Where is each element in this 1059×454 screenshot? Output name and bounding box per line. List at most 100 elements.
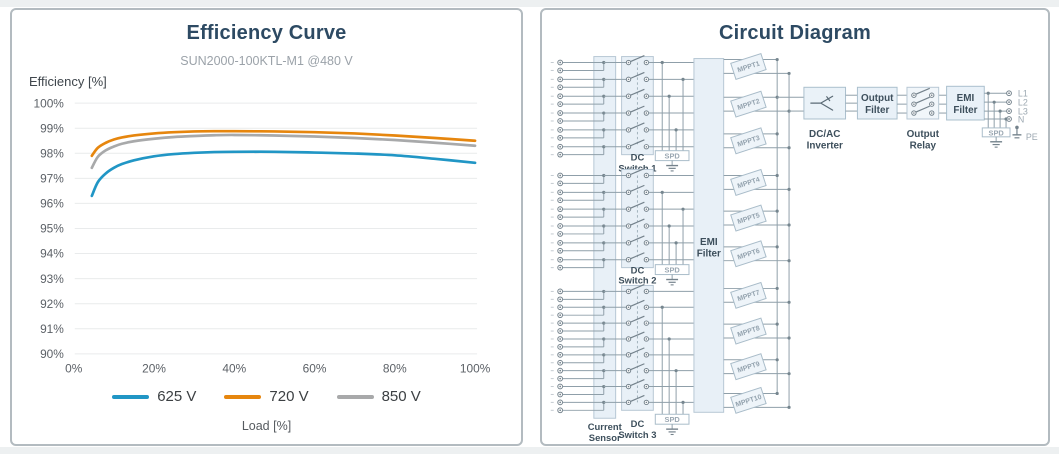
mppt-shape: MPPT1: [730, 52, 767, 81]
spd-device: SPD: [654, 150, 690, 172]
gridlines: [74, 102, 478, 355]
junction-dot: [667, 94, 671, 98]
junction-dot: [775, 209, 779, 213]
switch-contact: [625, 55, 650, 66]
switch-blade: [630, 71, 645, 79]
switch-contact: [625, 71, 650, 83]
switch-contact: [625, 252, 650, 263]
input-terminal: [1006, 116, 1012, 122]
junction-dot: [992, 100, 996, 104]
mppt-label: MPPT8: [737, 325, 761, 339]
junction-dot: [787, 187, 791, 191]
spd-label: SPD: [664, 415, 680, 424]
input-terminal: [557, 59, 564, 66]
mppt-6: MPPT6: [723, 240, 791, 268]
mppt-9: MPPT9: [723, 353, 791, 381]
switch-blade: [630, 105, 645, 113]
dc-switch-label: DC: [631, 152, 645, 163]
ac-spd: SPD: [981, 127, 1011, 148]
input-terminal: [557, 101, 564, 108]
junction-dot: [775, 391, 779, 396]
junction-dot: [787, 146, 791, 150]
switch-blade: [630, 379, 645, 387]
switch-blade: [630, 252, 645, 260]
input-terminal: [557, 214, 564, 220]
mppt-4: MPPT4: [723, 168, 791, 196]
series-850V: [90, 133, 477, 170]
mppt-label: MPPT10: [735, 394, 763, 409]
input-terminal: [557, 93, 564, 100]
junction-dot: [602, 224, 606, 228]
switch-contact: [625, 201, 650, 212]
junction-dot: [787, 372, 791, 376]
switch-blade: [630, 201, 645, 209]
switch-contact: [625, 139, 650, 150]
switch-contact: [911, 105, 935, 116]
mppt-label: MPPT1: [737, 60, 761, 74]
mppt-label: MPPT3: [737, 135, 761, 149]
input-terminal: [557, 391, 564, 398]
y-tick-label: 91%: [40, 322, 64, 336]
switch-contact: [625, 283, 650, 295]
spd-label: SPD: [664, 152, 680, 161]
switch-blade: [630, 218, 645, 226]
ac-emi-filter-label: EMI: [957, 93, 975, 104]
junction-dot: [602, 173, 606, 178]
junction-dot: [681, 207, 685, 211]
chart-subtitle: SUN2000-100KTL-M1 @480 V: [180, 54, 353, 68]
junction-dot: [602, 369, 606, 373]
series-720V: [90, 129, 477, 158]
junction-dot: [775, 358, 779, 362]
mppt-shape: MPPT8: [730, 317, 767, 345]
legend-line-swatch: [112, 394, 150, 399]
mppt-label: MPPT5: [737, 212, 761, 226]
junction-dot: [660, 60, 664, 65]
switch-blade: [630, 88, 645, 96]
dc-switch-label: DC: [631, 265, 645, 276]
switch-contact: [625, 235, 650, 246]
junction-dot: [775, 245, 779, 249]
mppt-label: MPPT2: [737, 98, 761, 112]
mppt-label: MPPT4: [737, 176, 761, 190]
legend-item: 625 V: [112, 388, 196, 405]
x-tick-label: 20%: [142, 362, 166, 376]
current-sensor-label: Current: [588, 421, 623, 432]
mppt-shape: MPPT2: [730, 90, 767, 118]
switch-contact: [625, 122, 650, 133]
y-tick-label: 92%: [40, 297, 64, 311]
dc-switch-label: DC: [631, 418, 645, 429]
mppt-shape: MPPT7: [730, 281, 767, 309]
junction-dot: [998, 109, 1002, 113]
output-relay-label: Relay: [910, 141, 937, 152]
junction-dot: [602, 241, 606, 245]
x-tick-label: 100%: [460, 362, 491, 376]
input-terminal: [557, 256, 564, 263]
terminal-label: PE: [1026, 132, 1038, 142]
junction-dot: [602, 289, 606, 293]
input-terminal: [557, 134, 564, 141]
ac-spd-label: SPD: [989, 128, 1005, 137]
terminal-label: N: [1018, 114, 1024, 124]
switch-contact: [625, 394, 650, 406]
mppt-2: MPPT2: [723, 90, 791, 118]
switch-contact: [625, 363, 650, 374]
switch-contact: [625, 218, 650, 229]
y-tick-label: 95%: [40, 222, 64, 236]
input-terminal: [557, 383, 564, 390]
junction-dot: [660, 305, 664, 309]
junction-dot: [602, 77, 606, 81]
junction-dot: [787, 223, 791, 227]
switch-blade: [630, 184, 645, 192]
switch-contact: [911, 96, 935, 107]
input-terminal: [557, 223, 564, 229]
input-terminal: [557, 359, 564, 366]
input-terminal: [557, 336, 564, 342]
input-terminal: [557, 239, 564, 246]
junction-dot: [602, 145, 606, 149]
junction-dot: [674, 128, 678, 132]
legend-label: 850 V: [381, 388, 421, 405]
efficiency-curve-panel: Efficiency Curve SUN2000-100KTL-M1 @480 …: [10, 8, 523, 446]
input-terminal: [557, 399, 564, 406]
